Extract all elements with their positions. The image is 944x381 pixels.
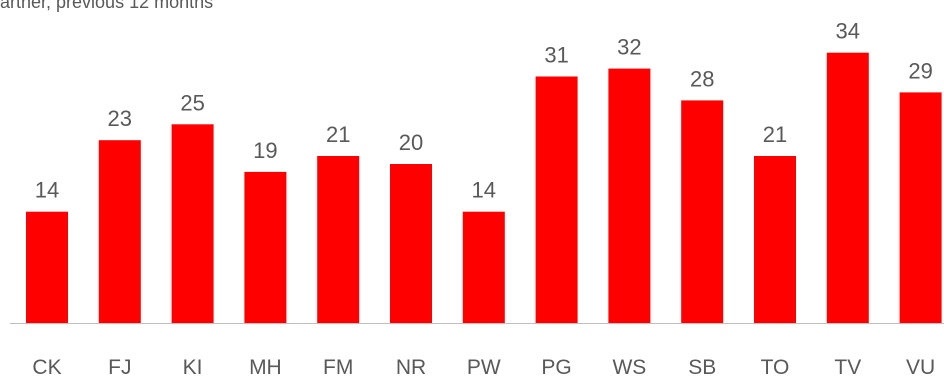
bar-ck [26,211,68,323]
value-label-mh: 19 [253,138,277,163]
category-label-tv: TV [834,356,861,379]
category-label-pg: PG [541,356,571,379]
value-label-vu: 29 [908,58,932,83]
category-label-ck: CK [32,356,61,379]
value-label-fm: 21 [326,122,350,147]
value-label-ki: 25 [180,90,204,115]
category-label-nr: NR [396,356,426,379]
value-label-tv: 34 [836,19,860,44]
value-label-fj: 23 [108,106,132,131]
chart-subtitle: arther, previous 12 months [0,0,214,12]
bar-vu [899,92,942,324]
category-label-to: TO [761,356,790,379]
category-label-vu: VU [906,356,935,379]
category-label-mh: MH [249,356,282,379]
bar-tv [826,52,869,323]
category-label-ws: WS [612,356,646,379]
value-label-to: 21 [763,122,787,147]
bars-group [26,52,942,324]
category-label-fm: FM [323,356,353,379]
category-label-pw: PW [467,356,501,379]
bar-to [754,156,796,323]
bar-pg [535,76,578,323]
bar-mh [244,171,287,323]
value-label-ws: 32 [617,35,641,60]
bar-ki [171,124,214,324]
value-label-pw: 14 [472,178,496,203]
bar-fj [98,140,141,323]
bar-pw [462,211,505,323]
value-labels-group: 14 23 25 19 21 20 14 31 32 28 21 34 29 [35,19,933,203]
value-label-sb: 28 [690,66,714,91]
category-label-fj: FJ [108,356,131,379]
category-label-ki: KI [183,356,203,379]
value-label-ck: 14 [35,178,59,203]
bar-nr [390,164,432,323]
bar-fm [317,156,360,323]
category-labels-group: CK FJ KI MH FM NR PW PG WS SB TO TV VU [32,356,935,379]
category-label-sb: SB [688,356,716,379]
bar-ws [608,68,651,323]
value-label-pg: 31 [544,43,568,68]
bar-sb [681,100,724,324]
value-label-nr: 20 [399,130,423,155]
